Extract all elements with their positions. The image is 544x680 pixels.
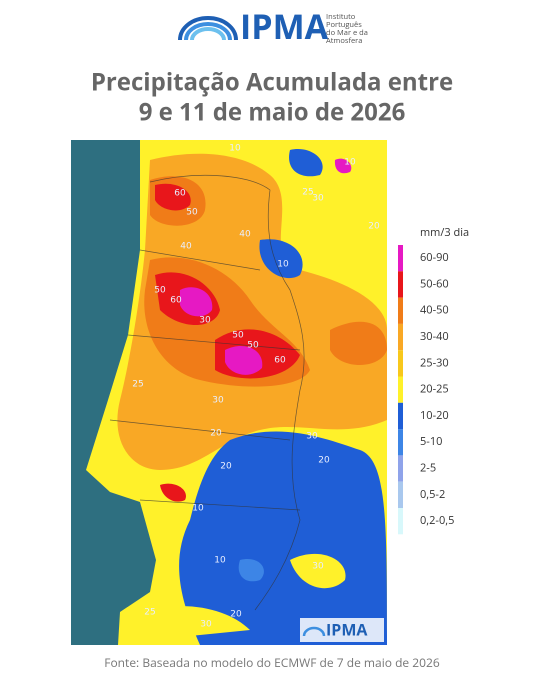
legend-title: mm/3 dia (420, 225, 469, 240)
logo-arc (184, 22, 232, 41)
contour-label: 10 (192, 504, 204, 514)
contour-label: 50 (247, 341, 259, 351)
contour-labels: 10 25 10 60 50 30 40 10 40 20 60 50 30 5… (132, 144, 380, 630)
legend-swatch (398, 271, 403, 298)
legend-label: 25-30 (420, 355, 449, 370)
contour-label: 20 (210, 429, 222, 439)
contour-label: 10 (277, 260, 289, 270)
contour-label: 30 (199, 316, 211, 326)
contour-label: 25 (132, 380, 143, 390)
header-logo: IPMA Instituto Português do Mar e da Atm… (178, 3, 368, 49)
contour-label: 50 (154, 286, 166, 296)
region-5-10 (238, 559, 264, 582)
region-20-25 (150, 553, 346, 640)
contour-label: 10 (229, 144, 241, 154)
legend-label: 30-40 (420, 329, 449, 344)
contour-label: 40 (239, 230, 251, 240)
contour-label: 30 (212, 396, 224, 406)
map-logo-text: IPMA (326, 618, 368, 640)
logo-arc (190, 27, 226, 41)
legend-swatch (398, 455, 403, 482)
institute-line: Português (326, 20, 362, 30)
legend-label: 2-5 (420, 460, 436, 475)
legend-swatch (398, 245, 403, 272)
legend-panel (398, 240, 472, 546)
contour-label: 20 (318, 456, 330, 466)
legend-swatch (398, 481, 403, 508)
contour-label: 30 (200, 620, 212, 630)
legend-label: 60-90 (420, 250, 449, 265)
contour-label: 20 (368, 222, 380, 232)
contour-label: 30 (312, 194, 324, 204)
legend: mm/3 dia 60-90 50-60 40-50 30-40 25-30 20-25 1… (398, 225, 472, 546)
legend-swatch (398, 323, 403, 351)
institute-line: Atmosfera (326, 36, 362, 46)
contour-label: 20 (220, 462, 232, 472)
region-50-60 (155, 183, 300, 502)
contour-label: 60 (170, 296, 182, 306)
contour-label: 10 (344, 158, 356, 168)
legend-label: 10-20 (420, 408, 449, 423)
legend-swatch (398, 376, 403, 403)
map: 10 25 10 60 50 30 40 10 40 20 60 50 30 5… (71, 140, 387, 645)
contour-label: 40 (180, 242, 192, 252)
legend-swatch (398, 402, 403, 430)
region-40-50 (144, 176, 387, 387)
legend-label: 50-60 (420, 276, 449, 291)
contour-label: 25 (302, 188, 313, 198)
legend-swatch (398, 297, 403, 324)
contour-label: 30 (306, 432, 318, 442)
contour-label: 60 (174, 189, 186, 199)
contour-label: 60 (274, 356, 286, 366)
legend-label: 0,2-0,5 (420, 513, 454, 528)
contour-label: 10 (214, 556, 226, 566)
contour-label: 50 (232, 331, 244, 341)
institute-line: Instituto (326, 12, 356, 22)
region-10-20 (179, 149, 387, 645)
contour-label: 50 (186, 208, 198, 218)
legend-label: 20-25 (420, 382, 449, 397)
legend-swatch (398, 350, 403, 377)
logo-arc (178, 16, 238, 41)
contour-label: 25 (144, 608, 155, 618)
contour-label: 30 (312, 562, 324, 572)
logo-text: IPMA (240, 3, 329, 49)
footer: Fonte: Baseada no modelo do ECMWF de 7 d… (104, 654, 440, 671)
title-line: 9 e 11 de maio de 2026 (139, 95, 406, 128)
contour-label: 20 (230, 610, 242, 620)
legend-label: 40-50 (420, 303, 449, 318)
legend-swatch (398, 429, 403, 456)
legend-swatch (398, 508, 403, 535)
title-line: Precipitação Acumulada entre (91, 65, 453, 98)
borders (109, 174, 305, 611)
institute-line: do Mar e da (326, 28, 368, 38)
legend-label: 0,5-2 (420, 487, 445, 502)
map-logo: IPMA (300, 618, 384, 642)
legend-label: 5-10 (420, 434, 442, 449)
